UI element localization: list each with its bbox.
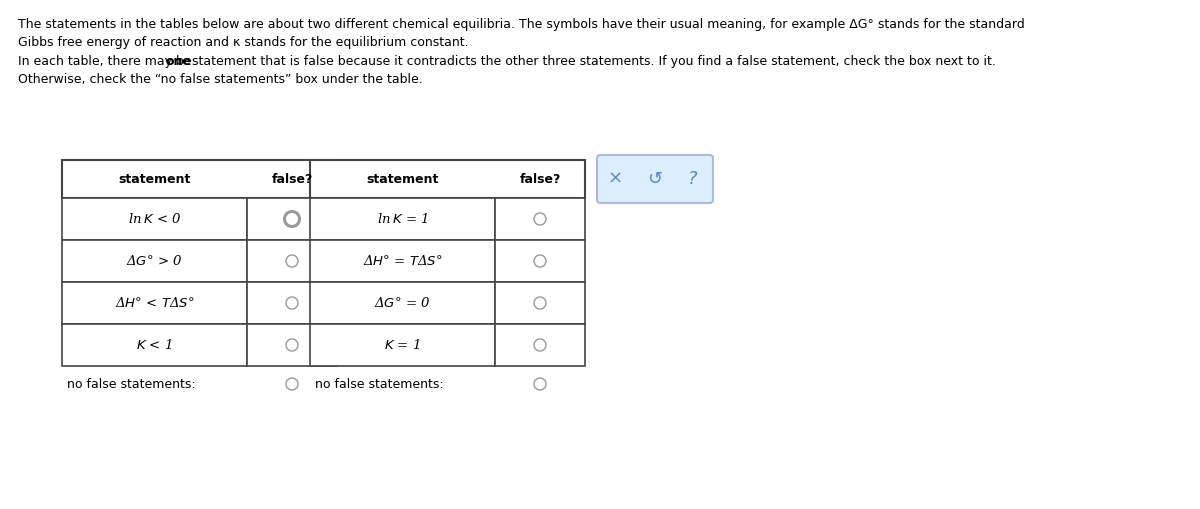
Text: ↺: ↺ (648, 170, 662, 188)
Bar (247, 324, 337, 366)
Text: statement that is false because it contradicts the other three statements. If yo: statement that is false because it contr… (188, 55, 996, 68)
Text: ×: × (607, 170, 623, 188)
Text: The statements in the tables below are about two different chemical equilibria. : The statements in the tables below are a… (18, 18, 1025, 31)
Bar (62, 160, 337, 198)
Bar (496, 282, 586, 324)
Text: ln $K$ < 0: ln $K$ < 0 (127, 212, 181, 226)
Bar (62, 198, 247, 240)
Text: Δ$G$° > 0: Δ$G$° > 0 (126, 254, 182, 268)
Text: ln $K$ = 1: ln $K$ = 1 (377, 212, 428, 226)
Bar (310, 324, 496, 366)
Bar (310, 282, 496, 324)
Text: Δ$G$° = 0: Δ$G$° = 0 (374, 296, 431, 310)
Bar (310, 198, 496, 240)
Bar (62, 324, 247, 366)
Text: statement: statement (366, 173, 439, 185)
Text: ?: ? (689, 170, 697, 188)
Bar (247, 198, 337, 240)
Bar (62, 240, 247, 282)
Text: statement: statement (119, 173, 191, 185)
Bar (310, 160, 586, 198)
Bar (62, 282, 247, 324)
Text: $K$ < 1: $K$ < 1 (137, 338, 173, 352)
Text: Gibbs free energy of reaction and κ stands for the equilibrium constant.: Gibbs free energy of reaction and κ stan… (18, 36, 469, 49)
Text: Otherwise, check the “no false statements” box under the table.: Otherwise, check the “no false statement… (18, 73, 422, 86)
Text: false?: false? (520, 173, 560, 185)
Text: one: one (166, 55, 192, 68)
Bar (310, 240, 496, 282)
Text: no false statements:: no false statements: (67, 378, 196, 390)
Text: no false statements:: no false statements: (314, 378, 444, 390)
Text: Δ$H$° < $T$Δ$S$°: Δ$H$° < $T$Δ$S$° (115, 296, 194, 310)
Text: In each table, there may be: In each table, there may be (18, 55, 196, 68)
Text: Δ$H$° = $T$Δ$S$°: Δ$H$° = $T$Δ$S$° (362, 254, 443, 268)
Bar (496, 198, 586, 240)
Bar (496, 240, 586, 282)
Text: false?: false? (271, 173, 313, 185)
Bar (496, 324, 586, 366)
FancyBboxPatch shape (598, 155, 713, 203)
Text: $K$ = 1: $K$ = 1 (384, 338, 420, 352)
Bar (247, 282, 337, 324)
Bar (247, 240, 337, 282)
